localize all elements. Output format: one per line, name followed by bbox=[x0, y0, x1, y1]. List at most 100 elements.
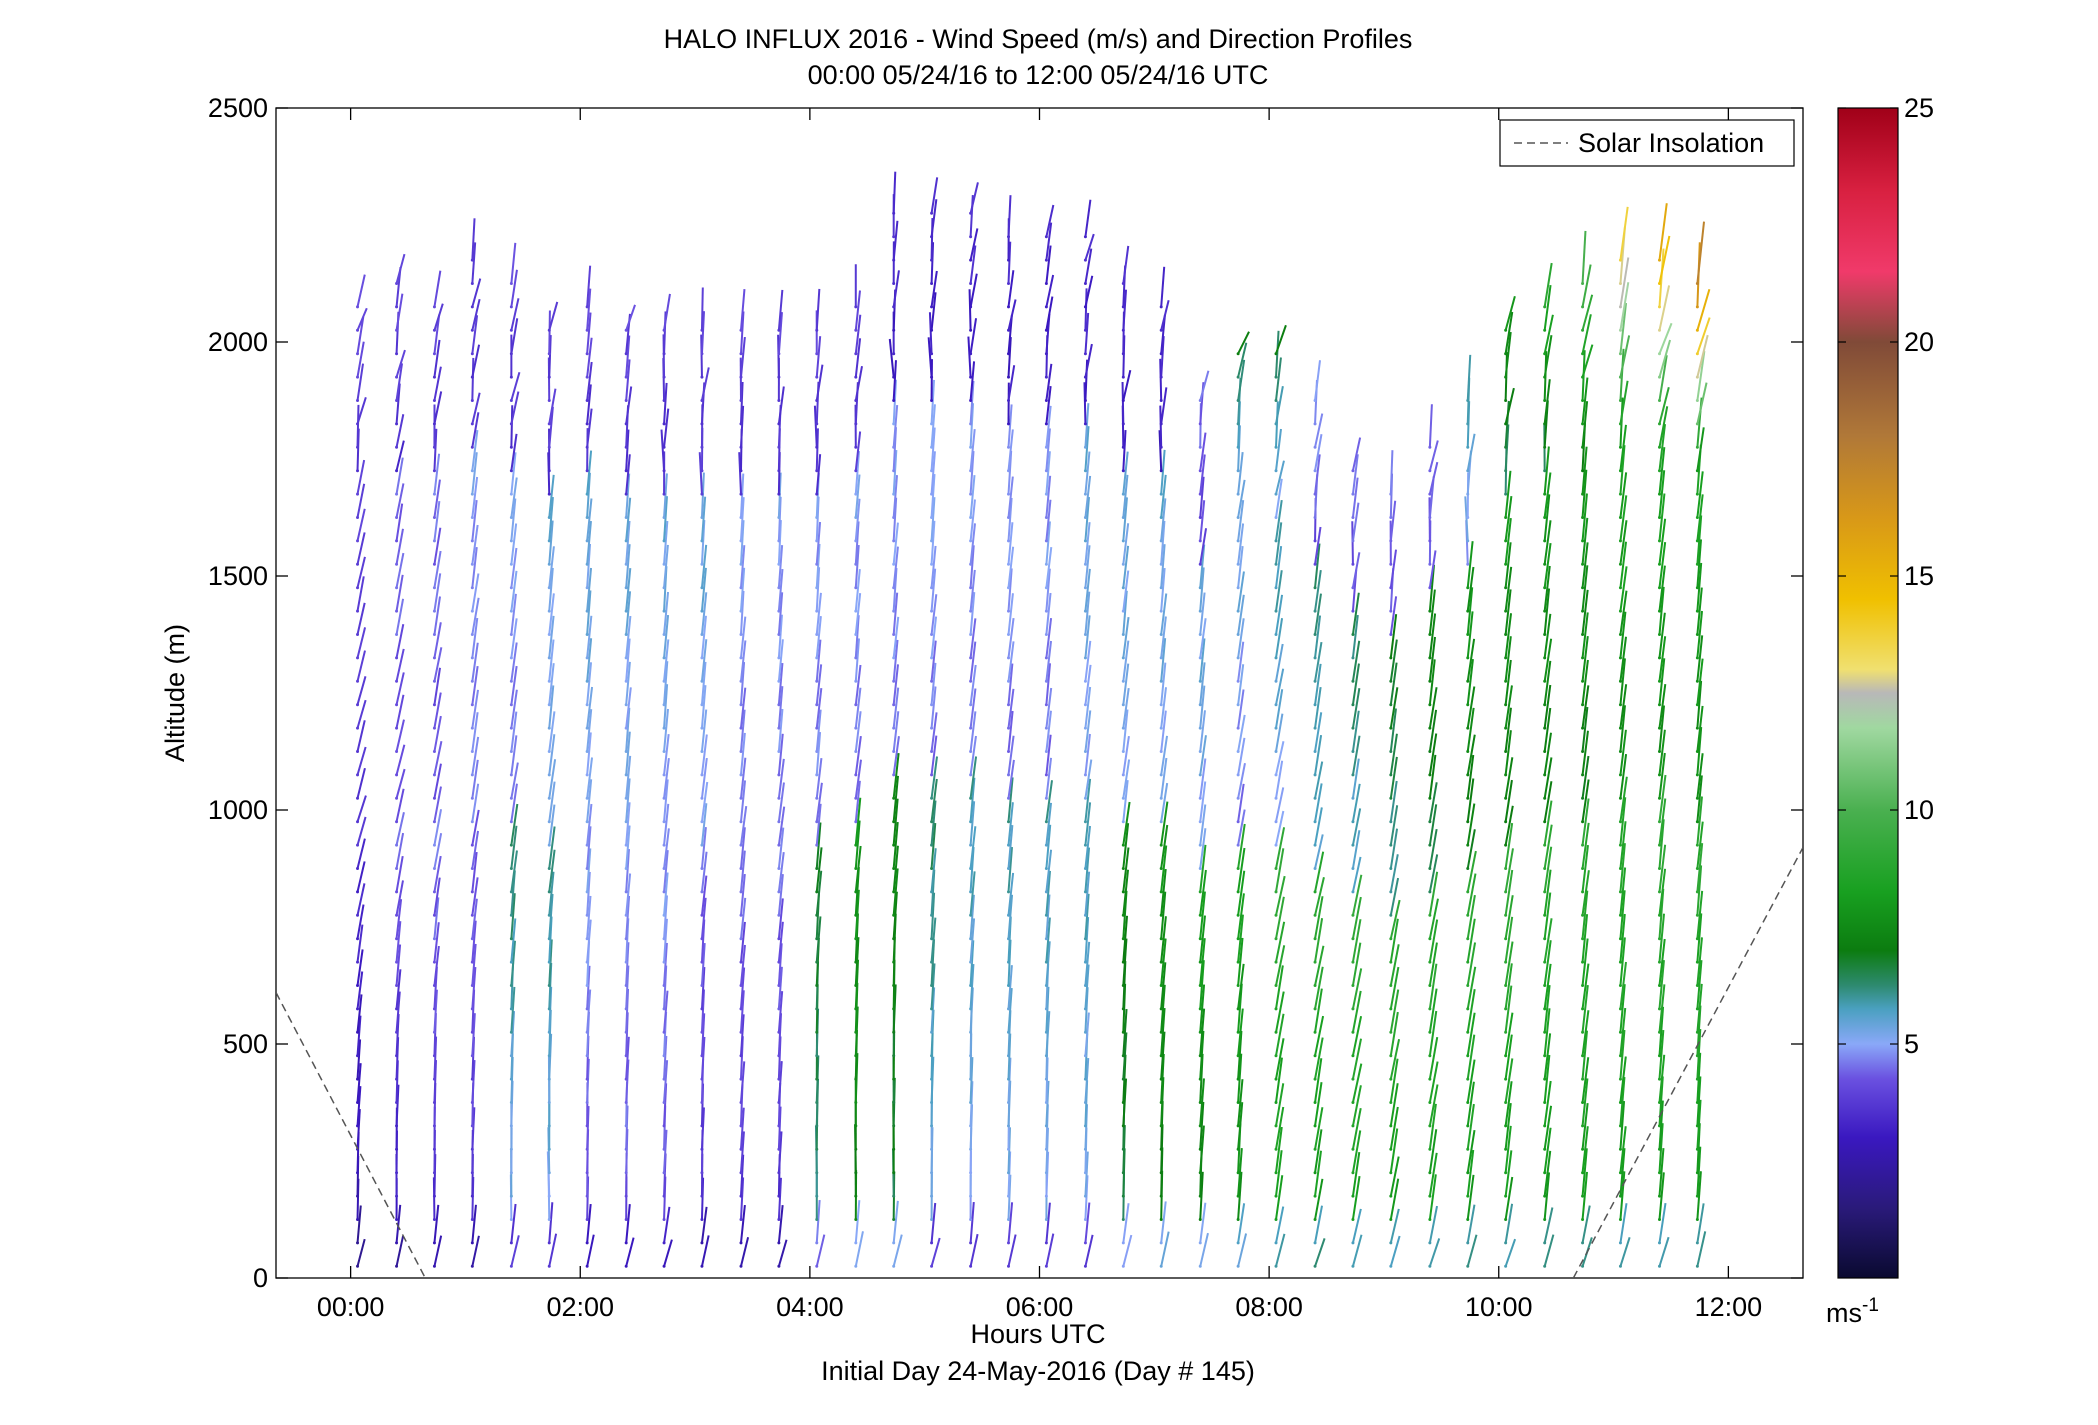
wind-vector-head bbox=[930, 328, 934, 332]
wind-vector-head bbox=[509, 539, 513, 543]
wind-vector-head bbox=[1236, 937, 1240, 941]
wind-vector bbox=[1351, 663, 1360, 705]
wind-vector bbox=[1543, 1008, 1551, 1056]
wind-vector-head bbox=[1504, 1218, 1508, 1221]
wind-vector bbox=[1084, 871, 1091, 916]
wind-vector-head bbox=[930, 750, 934, 753]
wind-vector-head bbox=[1236, 562, 1240, 566]
wind-vector bbox=[1658, 493, 1666, 542]
wind-vector bbox=[739, 967, 746, 1009]
wind-vector bbox=[663, 803, 670, 846]
wind-vector bbox=[739, 757, 747, 799]
wind-vector bbox=[854, 450, 861, 495]
wind-vector bbox=[1275, 570, 1283, 612]
y-tick-label: 0 bbox=[253, 1263, 268, 1293]
wind-vector bbox=[1084, 1234, 1094, 1267]
wind-vector bbox=[892, 639, 899, 682]
wind-vector bbox=[1466, 611, 1474, 659]
wind-vector bbox=[1581, 1010, 1590, 1056]
wind-vector bbox=[777, 898, 784, 939]
wind-vector bbox=[356, 650, 366, 682]
wind-vector bbox=[777, 520, 782, 565]
wind-vector bbox=[395, 1235, 405, 1267]
wind-vector-head bbox=[739, 913, 743, 917]
wind-vector-head bbox=[777, 539, 781, 543]
wind-vector-head bbox=[1428, 1007, 1432, 1011]
wind-vector-head bbox=[700, 445, 704, 449]
wind-vector bbox=[1160, 387, 1168, 425]
wind-vector bbox=[433, 270, 442, 308]
wind-vector bbox=[815, 616, 822, 658]
wind-vector-head bbox=[509, 1264, 513, 1268]
wind-vector-head bbox=[470, 1264, 474, 1268]
wind-vector-head bbox=[1007, 305, 1011, 309]
wind-vector-head bbox=[1007, 984, 1011, 987]
wind-vector-head bbox=[1121, 656, 1125, 660]
wind-vector-head bbox=[1466, 679, 1470, 683]
wind-vector bbox=[815, 567, 821, 612]
wind-vector-head bbox=[432, 820, 436, 824]
wind-vector-head bbox=[700, 609, 704, 613]
wind-vector bbox=[1275, 324, 1287, 355]
wind-vector bbox=[1389, 1038, 1401, 1080]
wind-vector-head bbox=[1121, 1147, 1125, 1151]
wind-vector-head bbox=[815, 1101, 819, 1104]
wind-vector bbox=[1696, 1052, 1702, 1103]
wind-vector bbox=[356, 1039, 362, 1080]
wind-vector-head bbox=[1274, 679, 1278, 683]
wind-vector-head bbox=[1313, 820, 1317, 824]
wind-vector bbox=[815, 592, 822, 635]
wind-vector-head bbox=[969, 1007, 973, 1011]
wind-vector-head bbox=[1695, 656, 1699, 660]
wind-vector-head bbox=[1389, 1218, 1393, 1221]
wind-vector-head bbox=[624, 867, 628, 870]
wind-vector-head bbox=[1504, 1264, 1508, 1268]
wind-vector-head bbox=[1121, 984, 1125, 987]
wind-vector-head bbox=[1121, 1101, 1125, 1104]
wind-vector bbox=[1199, 1125, 1205, 1173]
wind-vector-head bbox=[395, 960, 399, 964]
wind-vector bbox=[815, 847, 823, 893]
wind-vector bbox=[777, 592, 784, 635]
wind-vector bbox=[1122, 1203, 1130, 1244]
wind-vector-head bbox=[1044, 820, 1048, 824]
wind-vector-head bbox=[1351, 633, 1355, 636]
wind-vector-head bbox=[1236, 445, 1240, 449]
wind-vector bbox=[1543, 1127, 1552, 1173]
wind-vector-head bbox=[1504, 1194, 1508, 1198]
wind-vector-head bbox=[509, 422, 513, 426]
wind-vector-head bbox=[1428, 539, 1432, 543]
wind-vector-head bbox=[930, 516, 934, 519]
wind-vector bbox=[739, 497, 745, 541]
x-tick-label: 10:00 bbox=[1465, 1292, 1533, 1322]
wind-vector bbox=[1237, 342, 1248, 378]
wind-vector-head bbox=[969, 516, 973, 519]
wind-vector bbox=[700, 639, 708, 682]
wind-vector-head bbox=[1044, 1171, 1048, 1175]
wind-vector-head bbox=[777, 867, 781, 870]
wind-vector-head bbox=[1044, 867, 1048, 870]
wind-vector bbox=[663, 293, 671, 331]
wind-vector bbox=[1504, 895, 1514, 939]
wind-vector bbox=[1581, 344, 1594, 378]
wind-vector-head bbox=[1428, 796, 1432, 800]
wind-vector bbox=[1045, 521, 1051, 565]
wind-vector bbox=[510, 372, 521, 401]
wind-vector-head bbox=[547, 1264, 551, 1268]
wind-vector-head bbox=[1236, 1218, 1240, 1221]
wind-vector bbox=[395, 832, 405, 869]
wind-vector-head bbox=[470, 1194, 474, 1198]
wind-vector bbox=[1658, 447, 1666, 495]
wind-vector bbox=[586, 803, 593, 846]
wind-vector-head bbox=[700, 1077, 704, 1081]
wind-vector bbox=[586, 1106, 590, 1150]
wind-vector-head bbox=[1083, 1241, 1087, 1245]
wind-vector-head bbox=[585, 375, 589, 379]
wind-vector-head bbox=[1083, 913, 1087, 917]
wind-vector-head bbox=[1428, 1147, 1432, 1151]
wind-vector-head bbox=[1236, 1147, 1240, 1151]
wind-vector-head bbox=[777, 726, 781, 730]
wind-vector-head bbox=[1236, 1077, 1240, 1081]
wind-vector-head bbox=[1236, 726, 1240, 730]
wind-vector bbox=[815, 870, 823, 916]
